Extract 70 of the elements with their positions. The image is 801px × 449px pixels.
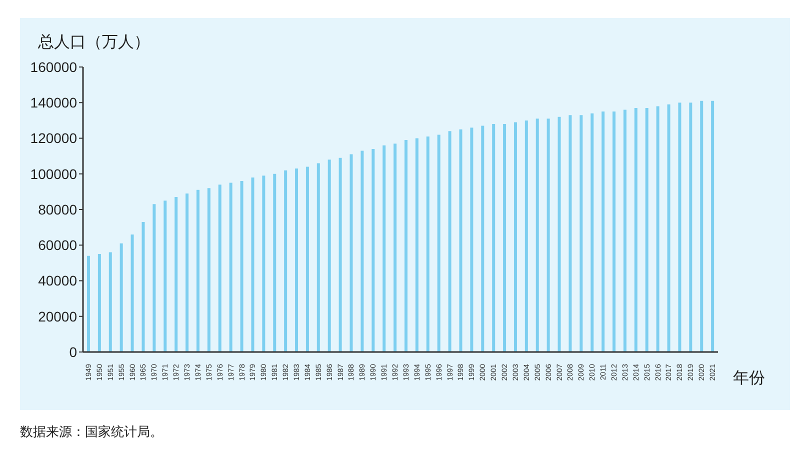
bar (262, 176, 266, 352)
bar (306, 166, 309, 352)
bar (240, 181, 244, 352)
bar (130, 234, 134, 352)
bar (372, 148, 375, 352)
bar (284, 170, 288, 352)
bar (142, 222, 145, 352)
y-tick-label: 120000 (30, 130, 78, 146)
bar (152, 204, 156, 352)
y-tick-label: 100000 (30, 166, 78, 182)
bar (426, 136, 430, 352)
bar (667, 104, 670, 352)
bar (108, 252, 112, 352)
source-note: 数据来源：国家统计局。 (20, 423, 163, 441)
bar (448, 131, 452, 352)
bar (174, 197, 178, 352)
bar (580, 115, 583, 352)
bar (338, 158, 342, 352)
bar (492, 124, 496, 352)
bar (634, 108, 638, 352)
bar (186, 193, 189, 352)
bar (590, 113, 594, 352)
bar (273, 174, 276, 352)
bar (612, 112, 616, 352)
bar (503, 124, 506, 352)
bar (207, 188, 210, 352)
bar (328, 160, 331, 352)
bar (87, 256, 90, 352)
y-tick-label: 140000 (30, 94, 78, 111)
bar (470, 128, 474, 352)
bar (251, 177, 254, 352)
bar (536, 118, 539, 352)
bar (602, 112, 605, 352)
bar (98, 254, 101, 352)
bar (382, 145, 386, 352)
y-tick-label: 80000 (38, 201, 78, 218)
chart-title: 总人口（万人） (38, 33, 150, 53)
bar (711, 100, 714, 352)
bar (415, 138, 418, 352)
bar (568, 115, 572, 352)
bar (514, 122, 517, 352)
bar (656, 106, 660, 352)
bar (546, 118, 550, 352)
bar (394, 144, 397, 352)
y-tick-label: 20000 (38, 308, 78, 324)
y-tick-label: 40000 (38, 272, 78, 289)
bar (218, 184, 222, 352)
bar (623, 110, 626, 352)
x-axis-title: 年份 (733, 369, 765, 389)
y-tick-label: 160000 (30, 58, 78, 75)
bar (229, 182, 232, 352)
bar (316, 163, 320, 352)
bar (120, 243, 123, 352)
bar (360, 150, 364, 352)
bar (524, 120, 528, 352)
bar (350, 154, 353, 352)
bar (481, 126, 484, 352)
bar (437, 134, 440, 352)
bar (404, 140, 408, 352)
y-tick-label: 0 (69, 344, 78, 360)
bar (196, 190, 200, 352)
bar (678, 102, 682, 352)
bar (164, 200, 167, 352)
bar (459, 129, 462, 352)
y-tick-label: 60000 (38, 237, 78, 254)
bar (295, 168, 298, 352)
bar (689, 102, 692, 352)
bar (558, 116, 561, 352)
bar (645, 108, 648, 352)
bar (700, 100, 704, 352)
